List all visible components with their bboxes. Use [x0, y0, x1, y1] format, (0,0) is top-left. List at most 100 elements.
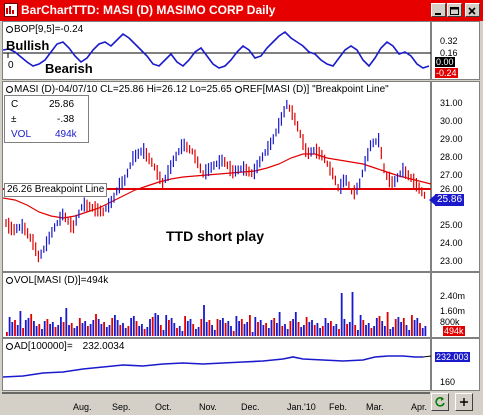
close-icon	[468, 7, 476, 15]
month-label: Dec.	[241, 402, 260, 412]
volume-bar	[119, 325, 122, 336]
month-label: Aug.	[73, 402, 92, 412]
volume-bar	[92, 320, 95, 336]
volume-bar	[95, 314, 97, 336]
price-axis-label: 31.00	[440, 98, 463, 108]
volume-bar	[108, 325, 111, 336]
volume-bar	[154, 313, 157, 336]
indicator-dot-icon	[234, 86, 242, 93]
price-chart[interactable]	[3, 82, 479, 271]
app-icon	[4, 3, 18, 17]
volume-bar	[259, 320, 262, 336]
volume-bar	[114, 315, 116, 336]
volume-bar	[208, 320, 211, 336]
indicator-dot-icon	[6, 86, 13, 93]
volume-bar	[46, 319, 49, 336]
volume-bar	[54, 327, 57, 336]
volume-bar	[408, 330, 411, 336]
volume-bar	[124, 328, 127, 336]
volume-panel[interactable]: VOL[MASI (D)]=494k 2.40m 1.60m 800k 494k	[2, 272, 480, 338]
volume-bar	[362, 320, 365, 336]
volume-bar	[421, 328, 424, 336]
volume-bar	[170, 318, 173, 336]
volume-chart[interactable]	[3, 273, 479, 337]
volume-bar	[411, 315, 413, 336]
volume-bar	[222, 318, 224, 336]
volume-bar	[375, 318, 378, 336]
refresh-icon	[435, 397, 445, 407]
volume-bar	[205, 322, 208, 336]
volume-bar	[386, 312, 389, 336]
volume-bar	[276, 323, 278, 336]
volume-bar	[359, 315, 362, 336]
price-axis-label: 30.00	[440, 116, 463, 126]
volume-bar	[262, 325, 265, 336]
volume-bar	[413, 320, 416, 336]
price-axis-label: 23.00	[440, 256, 463, 266]
volume-bar	[162, 330, 165, 336]
price-tag: 25.86	[435, 194, 465, 206]
bop-panel[interactable]: BOP[9,5]=-0.24 Bullish 0 Bearish 0.32 0.…	[2, 21, 480, 80]
moving-average-line	[3, 153, 432, 219]
month-label: Oct.	[155, 402, 172, 412]
ad-chart[interactable]	[3, 339, 479, 390]
close-button[interactable]	[465, 3, 480, 17]
vol-axis-label: 1.60m	[440, 306, 466, 316]
volume-bar	[203, 305, 205, 336]
price-panel[interactable]: MASI (D)-04/07/10 CL=25.86 Hi=26.12 Lo=2…	[2, 81, 480, 272]
volume-bar	[211, 325, 213, 336]
volume-bar	[127, 326, 130, 336]
volume-bar	[219, 320, 222, 336]
maximize-button[interactable]	[447, 3, 462, 17]
month-label: Mar.	[366, 402, 384, 412]
volume-bar	[41, 329, 43, 336]
volume-bar	[224, 323, 227, 336]
volume-bar	[138, 326, 141, 336]
time-axis	[2, 392, 430, 415]
volume-bar	[157, 315, 159, 336]
vol-value: 494k	[55, 129, 77, 140]
close-value: 25.86	[49, 99, 75, 110]
volume-bar	[316, 323, 319, 336]
volume-bar	[343, 319, 346, 336]
volume-bar	[181, 331, 184, 336]
volume-bar	[230, 326, 232, 336]
volume-bar	[389, 329, 392, 336]
ad-panel[interactable]: AD[100000]= 232.0034 160 232.003	[2, 338, 480, 391]
volume-bar	[294, 312, 297, 336]
minimize-button[interactable]	[431, 3, 446, 17]
volume-bar	[130, 318, 132, 336]
volume-bar	[189, 319, 192, 336]
volume-bar	[246, 322, 249, 336]
volume-bar	[227, 321, 230, 336]
vol-header: VOL[MASI (D)]=494k	[6, 275, 108, 286]
volume-bar	[87, 326, 89, 336]
info-box: C 25.86 ± -.38 VOL 494k	[4, 95, 89, 143]
volume-bar	[267, 328, 270, 336]
volume-bar	[278, 312, 281, 336]
price-axis-label: 25.00	[440, 220, 463, 230]
ad-line	[3, 355, 423, 378]
volume-bar	[281, 326, 284, 336]
month-label: Jan.'10	[287, 402, 316, 412]
volume-bar	[254, 317, 257, 336]
volume-bar	[192, 324, 195, 336]
volume-bar	[321, 326, 324, 336]
add-button[interactable]	[455, 393, 473, 411]
volume-bar	[351, 292, 354, 336]
volume-bar	[19, 311, 22, 336]
volume-bar	[240, 319, 243, 336]
bop-header: BOP[9,5]=-0.24	[6, 24, 83, 35]
volume-bar	[338, 329, 340, 336]
volume-bar	[132, 316, 135, 336]
close-label: C	[11, 99, 19, 110]
volume-bar	[243, 324, 246, 336]
price-axis-label: 28.00	[440, 152, 463, 162]
volume-bar	[251, 332, 254, 336]
refresh-button[interactable]	[431, 393, 449, 411]
volume-bar	[105, 327, 108, 336]
volume-bar	[195, 329, 197, 336]
bop-axis-label: 0.32	[440, 36, 458, 46]
volume-bar	[165, 315, 168, 336]
vol-axis-label: 800k	[440, 317, 460, 327]
